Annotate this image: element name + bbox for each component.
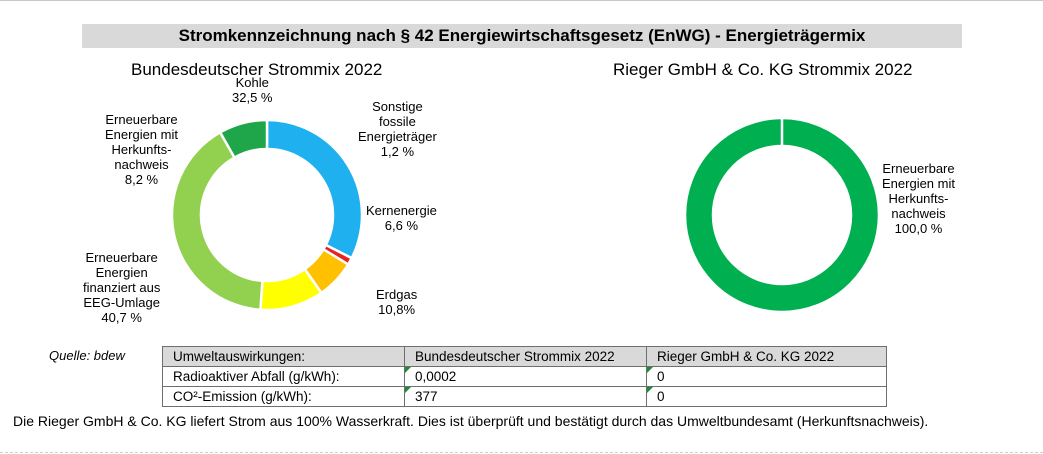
- slice-label-line: finanziert aus: [83, 280, 161, 295]
- footnote: Die Rieger GmbH & Co. KG liefert Strom a…: [13, 413, 929, 429]
- donut-slice-erneuerbare-energien-mit-herkunftsnachweis: [218, 118, 269, 160]
- slice-label-value: 1,2 %: [380, 144, 415, 159]
- slice-label-line: Erneuerbare: [105, 112, 178, 127]
- cell-marker-icon: [405, 367, 411, 373]
- slice-label-erdgas: Erdgas 10,8%: [376, 287, 417, 317]
- table-cell-value: 377: [415, 389, 438, 404]
- slice-label-value: 32,5 %: [232, 90, 273, 105]
- slice-label-line: Erneuerbare: [85, 250, 158, 265]
- slice-label-line: nachweis: [891, 206, 946, 221]
- donut-slice-erneuerbare-energien-finanziert-aus-eeg-umlage: [170, 130, 264, 312]
- bottom-rule: [0, 452, 1043, 453]
- table-cell: Radioaktiver Abfall (g/kWh):: [162, 366, 405, 387]
- slice-label-line: Sonstige: [372, 99, 423, 114]
- slice-label-line: Herkunfts-: [888, 191, 949, 206]
- table-header-cell: Umweltauswirkungen:: [162, 346, 405, 367]
- table-cell: 377: [404, 386, 647, 407]
- slice-label-line: EEG-Umlage: [83, 295, 160, 310]
- slice-label-line: Kernenergie: [366, 203, 437, 218]
- table-cell-value: 0: [657, 369, 665, 384]
- environment-table: Umweltauswirkungen: Bundesdeutscher Stro…: [162, 346, 887, 407]
- donut-rieger: [683, 116, 881, 314]
- slice-label-line: Erneuerbare: [882, 161, 955, 176]
- slice-label-line: fossile: [378, 114, 416, 129]
- donut-bundesdeutsch: [170, 118, 364, 312]
- slice-label-value: 100,0 %: [894, 221, 943, 236]
- slice-label-line: Kohle: [235, 75, 269, 90]
- cell-marker-icon: [647, 367, 653, 373]
- slice-label-eeg: Erneuerbare Energien finanziert aus EEG-…: [83, 250, 160, 325]
- slice-label-sonstige: Sonstige fossile Energieträger 1,2 %: [358, 99, 437, 159]
- slice-label-line: nachweis: [114, 157, 169, 172]
- cell-marker-icon: [405, 387, 411, 393]
- slice-label-kernenergie: Kernenergie 6,6 %: [366, 203, 437, 233]
- table-header-cell: Rieger GmbH & Co. KG 2022: [646, 346, 887, 367]
- chart-title-bundesdeutsch: Bundesdeutscher Strommix 2022: [131, 60, 383, 79]
- table-cell-value: 0: [657, 389, 665, 404]
- table-cell: 0,0002: [404, 366, 647, 387]
- table-header-cell: Bundesdeutscher Strommix 2022: [404, 346, 647, 367]
- table-cell: 0: [646, 386, 887, 407]
- table-cell: CO²-Emission (g/kWh):: [162, 386, 405, 407]
- table-cell-value: 0,0002: [415, 369, 457, 384]
- table-row: CO²-Emission (g/kWh): 377 0: [162, 386, 887, 407]
- slice-label-line: Energieträger: [358, 129, 437, 144]
- slice-label-line: Erdgas: [376, 287, 418, 302]
- slice-label-line: Herkunfts-: [111, 142, 172, 157]
- chart-title-rieger: Rieger GmbH & Co. KG Strommix 2022: [613, 60, 913, 79]
- slice-label-kohle: Kohle 32,5 %: [232, 75, 272, 105]
- donut-slice-kohle: [265, 118, 364, 260]
- slice-label-value: 8,2 %: [124, 172, 159, 187]
- table-row: Radioaktiver Abfall (g/kWh): 0,0002 0: [162, 366, 887, 387]
- slice-label-value: 40,7 %: [101, 310, 142, 325]
- slice-label-line: Energien mit: [882, 176, 955, 191]
- source-note: Quelle: bdew: [49, 348, 125, 363]
- top-rule: [0, 0, 1043, 1]
- slice-label-value: 6,6 %: [384, 218, 419, 233]
- table-header-row: Umweltauswirkungen: Bundesdeutscher Stro…: [162, 346, 887, 367]
- table-cell: 0: [646, 366, 887, 387]
- slice-label-line: Energien: [95, 265, 148, 280]
- slice-label-rieger-herkunft: Erneuerbare Energien mit Herkunfts- nach…: [882, 161, 955, 236]
- donut-slice-erneuerbare-energien-mit-herkunftsnachweis: [683, 116, 881, 314]
- page-title: Stromkennzeichnung nach § 42 Energiewirt…: [82, 24, 962, 48]
- slice-label-herkunft: Erneuerbare Energien mit Herkunfts- nach…: [105, 112, 178, 187]
- cell-marker-icon: [647, 387, 653, 393]
- slice-label-value: 10,8%: [378, 302, 416, 317]
- slice-label-line: Energien mit: [105, 127, 178, 142]
